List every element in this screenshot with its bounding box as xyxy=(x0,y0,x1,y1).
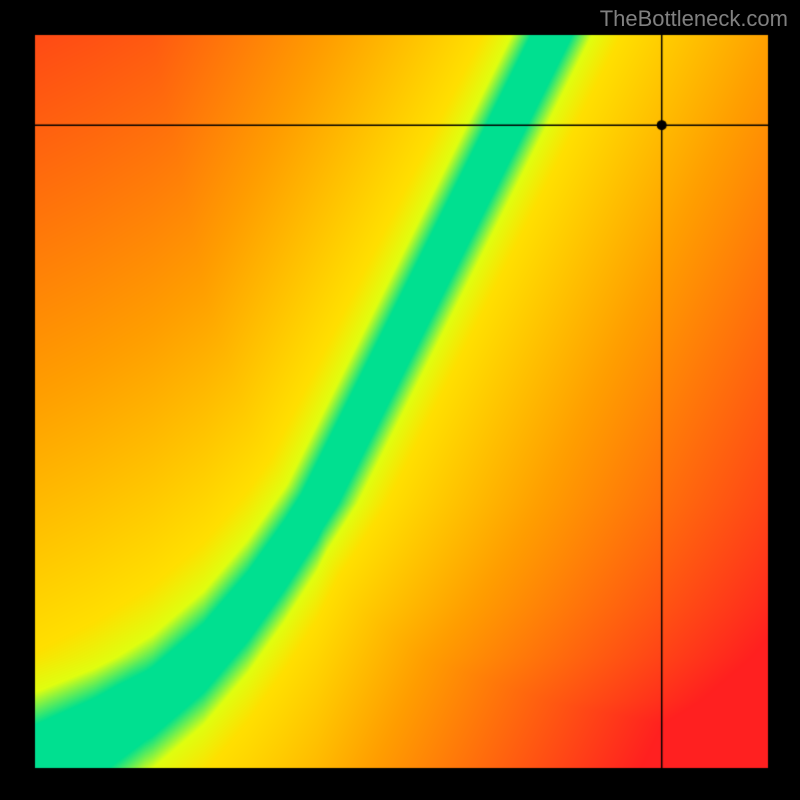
bottleneck-heatmap: TheBottleneck.com xyxy=(0,0,800,800)
heatmap-canvas xyxy=(0,0,800,800)
watermark-text: TheBottleneck.com xyxy=(600,6,788,32)
